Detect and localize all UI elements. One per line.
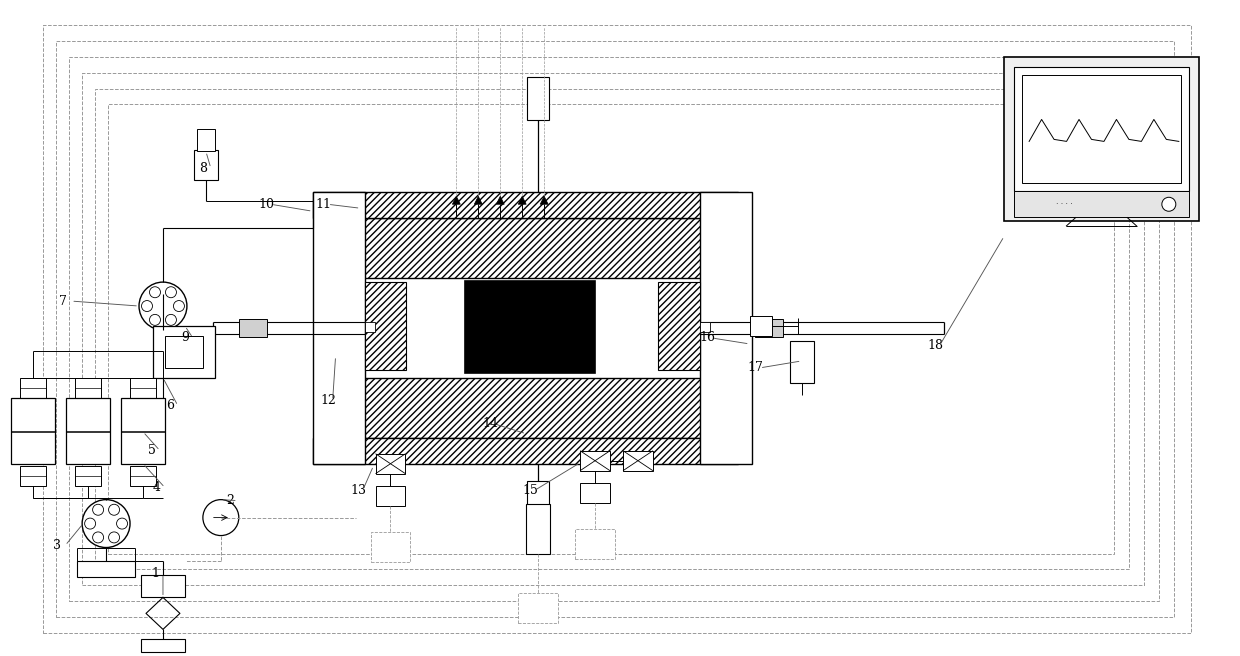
Bar xyxy=(465,281,595,373)
Circle shape xyxy=(109,504,119,515)
Bar xyxy=(658,282,699,370)
Bar xyxy=(56,41,1174,617)
Text: 3: 3 xyxy=(53,539,61,552)
Bar xyxy=(622,451,653,471)
Bar xyxy=(239,319,267,337)
Bar xyxy=(108,104,1114,554)
Bar xyxy=(365,322,374,332)
Text: 12: 12 xyxy=(321,394,336,407)
Bar xyxy=(1022,75,1180,183)
Circle shape xyxy=(165,287,176,298)
Circle shape xyxy=(139,282,187,330)
Circle shape xyxy=(93,504,104,515)
Circle shape xyxy=(165,314,176,325)
Bar xyxy=(20,378,46,398)
Text: 6: 6 xyxy=(166,400,174,413)
Bar xyxy=(580,483,610,502)
Text: 15: 15 xyxy=(522,484,538,497)
Text: 17: 17 xyxy=(748,361,764,375)
Text: 14: 14 xyxy=(482,417,498,430)
Bar xyxy=(376,454,405,474)
Circle shape xyxy=(1162,197,1176,211)
Circle shape xyxy=(82,500,130,548)
Polygon shape xyxy=(475,196,482,204)
Bar xyxy=(197,129,215,152)
Bar xyxy=(76,378,102,398)
Circle shape xyxy=(117,518,128,529)
Bar xyxy=(365,282,407,370)
Text: 2: 2 xyxy=(226,494,233,507)
Bar xyxy=(1004,56,1199,221)
Polygon shape xyxy=(453,196,460,204)
Bar xyxy=(526,504,551,554)
Bar xyxy=(77,560,135,577)
Polygon shape xyxy=(496,196,505,204)
Bar xyxy=(376,485,405,506)
Bar xyxy=(699,322,709,332)
Polygon shape xyxy=(518,196,526,204)
Bar xyxy=(1014,66,1189,192)
Bar xyxy=(82,73,1143,585)
Circle shape xyxy=(84,518,95,529)
Text: 10: 10 xyxy=(259,197,275,211)
Bar xyxy=(527,481,549,525)
Bar xyxy=(580,451,610,471)
Bar xyxy=(122,398,165,464)
Bar xyxy=(518,594,558,623)
Bar xyxy=(336,378,709,438)
Text: 18: 18 xyxy=(928,339,944,352)
Bar xyxy=(76,466,102,485)
Circle shape xyxy=(150,287,160,298)
Bar xyxy=(336,218,709,278)
Text: 16: 16 xyxy=(699,331,715,344)
Bar xyxy=(141,640,185,652)
Bar xyxy=(790,341,813,383)
Bar xyxy=(165,336,203,368)
Text: 11: 11 xyxy=(316,197,331,211)
Text: 13: 13 xyxy=(351,484,367,497)
Bar xyxy=(312,438,738,464)
Circle shape xyxy=(150,314,160,325)
Text: 4: 4 xyxy=(153,481,161,494)
Text: 9: 9 xyxy=(181,331,188,344)
Text: 1: 1 xyxy=(151,567,159,580)
Bar xyxy=(95,89,1128,569)
Bar xyxy=(11,398,56,464)
Bar xyxy=(69,56,1159,602)
Text: 8: 8 xyxy=(198,162,207,175)
Bar xyxy=(575,529,615,558)
Bar xyxy=(66,398,110,464)
Circle shape xyxy=(141,300,153,312)
Bar xyxy=(20,466,46,485)
Bar xyxy=(153,326,215,378)
Bar xyxy=(1014,192,1189,217)
Bar xyxy=(699,192,751,464)
Bar xyxy=(312,192,738,218)
Bar xyxy=(193,150,218,180)
Bar xyxy=(371,531,410,562)
Bar xyxy=(312,192,365,464)
Text: · · · ·: · · · · xyxy=(1056,200,1073,209)
Bar xyxy=(130,378,156,398)
Circle shape xyxy=(174,300,185,312)
Text: 5: 5 xyxy=(148,444,156,457)
Circle shape xyxy=(109,532,119,543)
Circle shape xyxy=(203,500,239,535)
Bar xyxy=(755,319,782,337)
Text: 7: 7 xyxy=(60,295,67,308)
Polygon shape xyxy=(541,196,548,204)
Bar xyxy=(750,316,771,336)
Bar xyxy=(527,77,549,121)
Circle shape xyxy=(93,532,104,543)
Bar xyxy=(130,466,156,485)
Bar xyxy=(141,575,185,598)
